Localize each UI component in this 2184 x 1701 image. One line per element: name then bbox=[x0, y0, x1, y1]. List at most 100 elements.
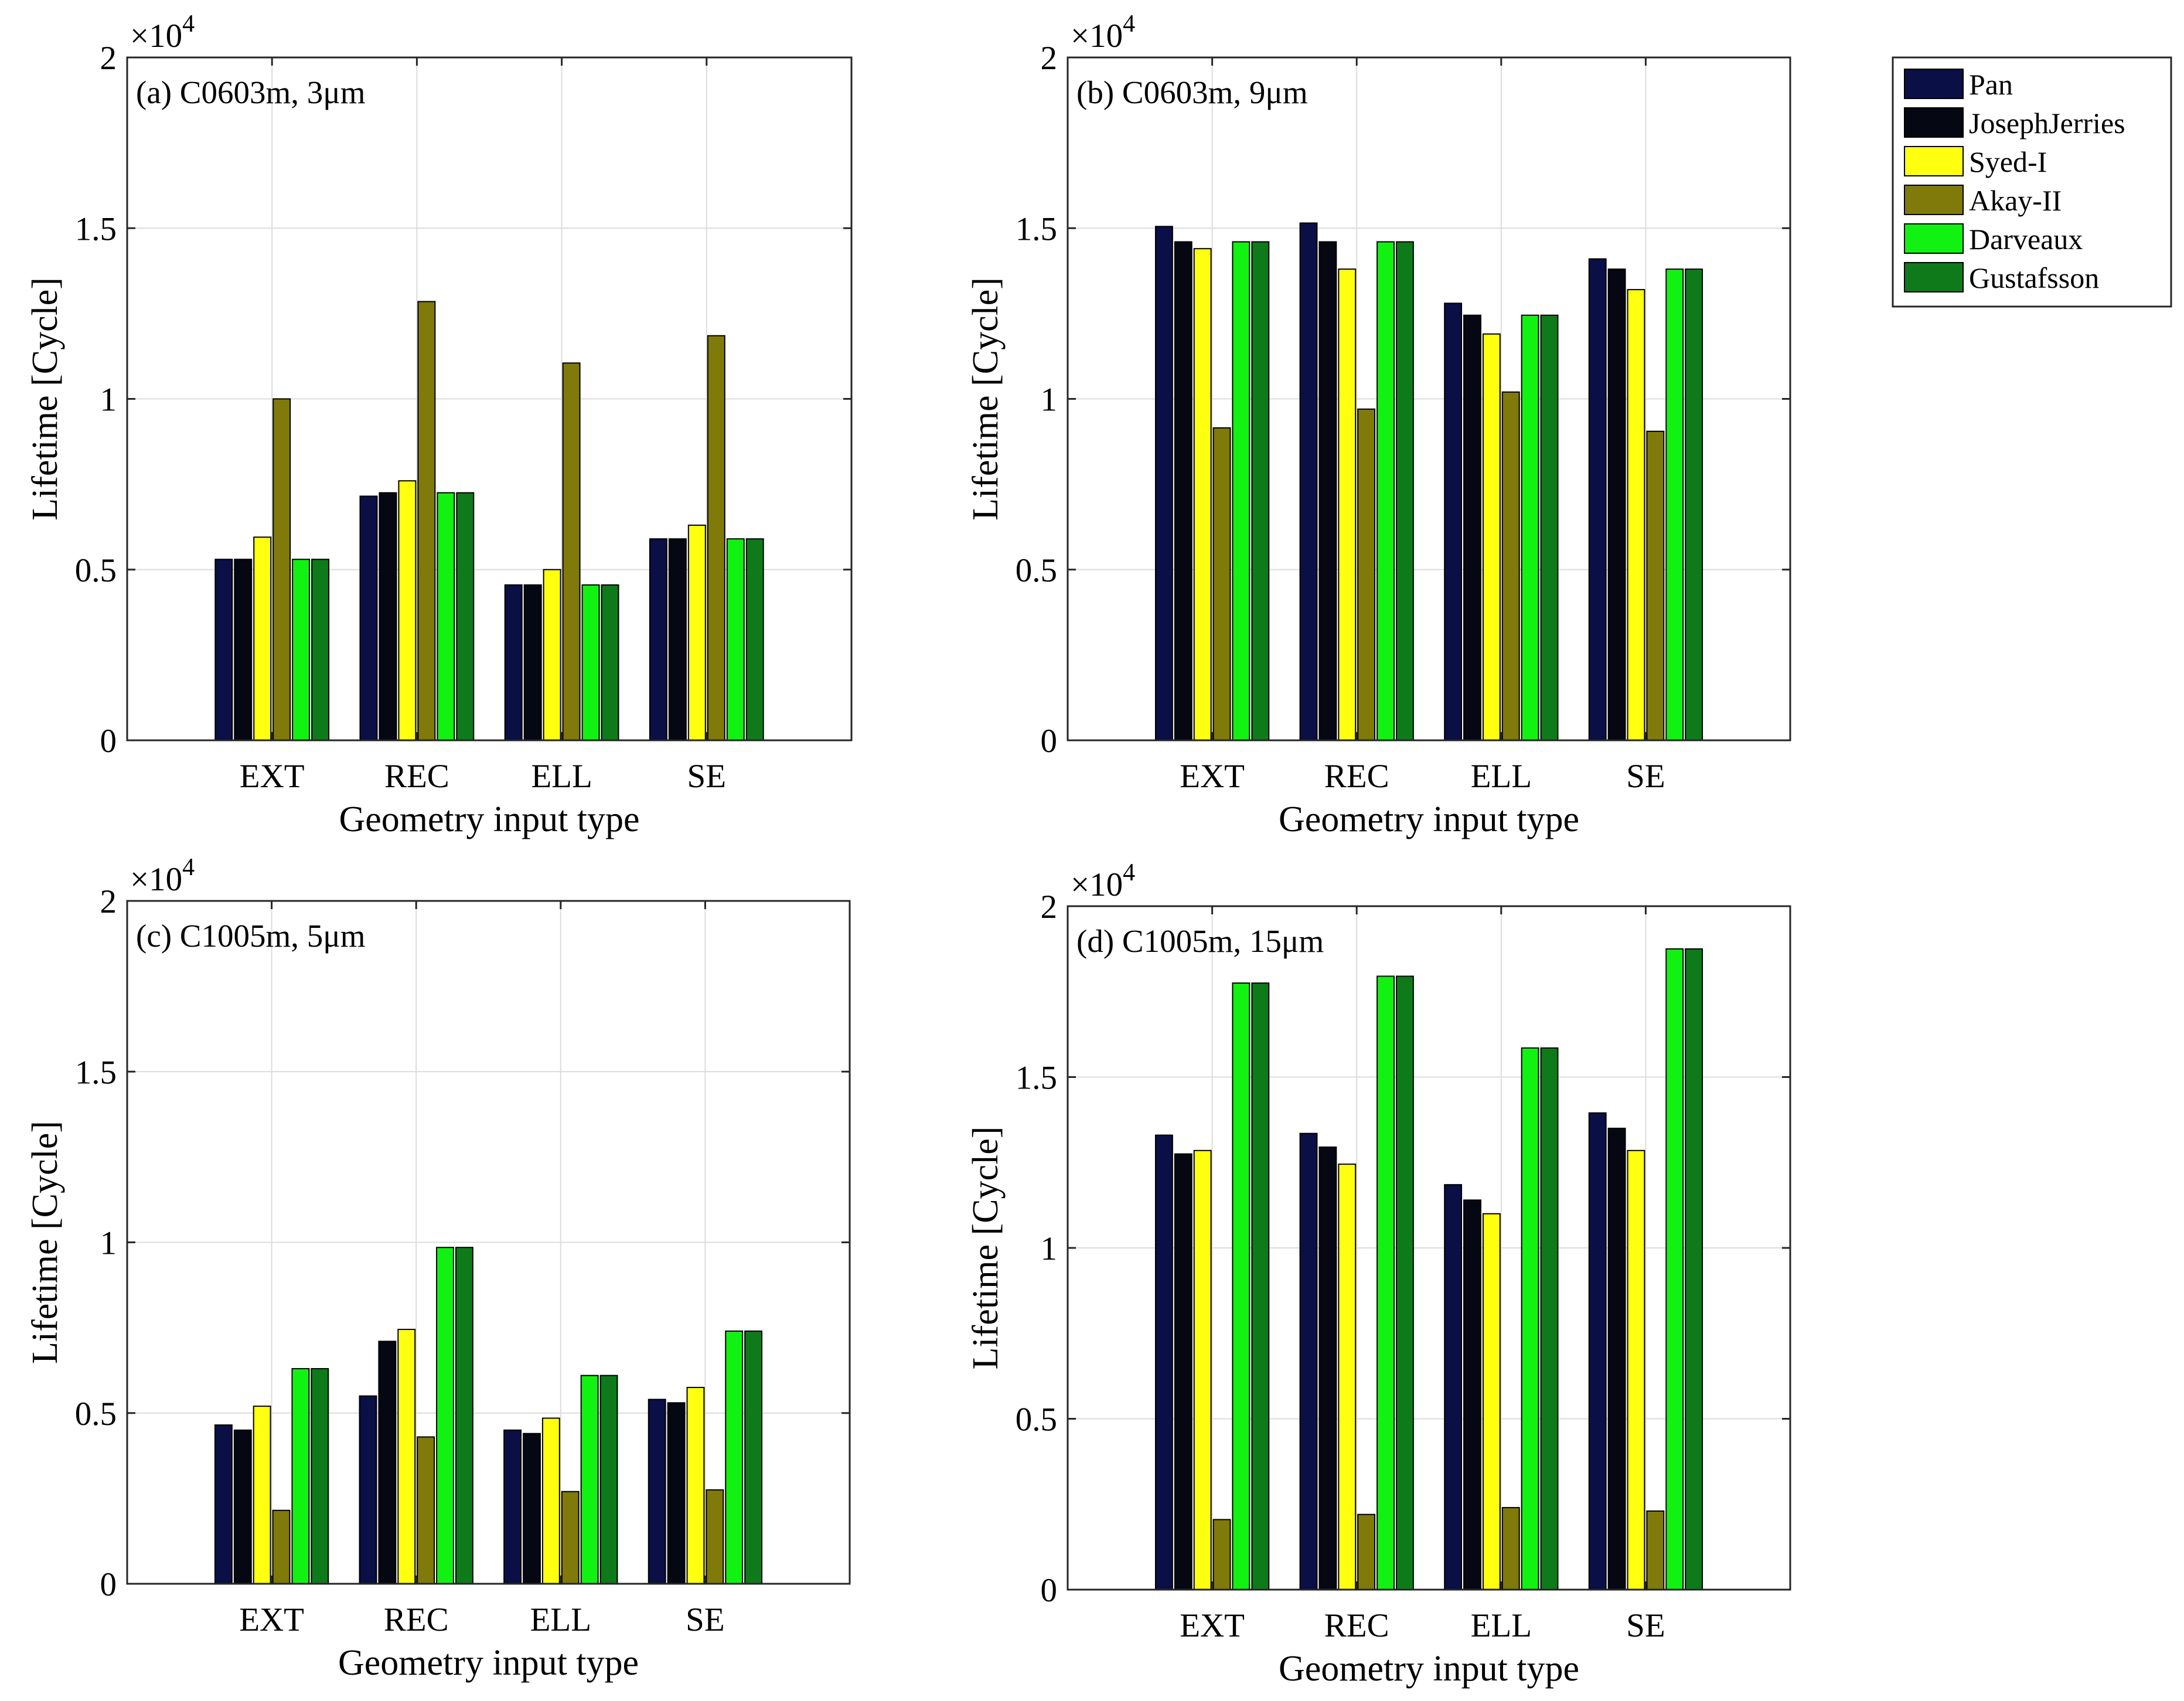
bar-josephjerries-ext bbox=[233, 1429, 252, 1584]
panel-label: (d) C1005m, 15μm bbox=[1076, 923, 1324, 959]
bar-akay-ii-se bbox=[706, 1489, 724, 1584]
bar-josephjerries-ext bbox=[1174, 241, 1192, 741]
bar-gustafsson-se bbox=[745, 538, 764, 741]
bar-darveaux-ell bbox=[581, 584, 600, 741]
bar-darveaux-rec bbox=[436, 1247, 454, 1585]
y-tick-label: 2 bbox=[100, 883, 117, 920]
bar-josephjerries-rec bbox=[379, 492, 397, 741]
bar-josephjerries-ext bbox=[234, 559, 253, 741]
bar-josephjerries-ell bbox=[523, 1433, 541, 1584]
bar-josephjerries-rec bbox=[1318, 1147, 1337, 1590]
bar-gustafsson-rec bbox=[455, 1247, 473, 1585]
bar-akay-ii-se bbox=[707, 335, 725, 741]
x-tick-label: REC bbox=[384, 758, 449, 795]
bar-pan-ell bbox=[1444, 302, 1463, 741]
bar-gustafsson-ext bbox=[311, 559, 330, 741]
bar-gustafsson-ell bbox=[1540, 1047, 1559, 1590]
y-tick-label: 1.5 bbox=[75, 1054, 117, 1091]
legend-label: Gustafsson bbox=[1969, 261, 2099, 294]
bar-pan-ext bbox=[1154, 226, 1173, 741]
legend-swatch bbox=[1904, 262, 1964, 292]
subplot-d: 0 0.5 1 1.5 2 EXT REC ELL SE Geometry input type L… bbox=[966, 859, 1791, 1689]
bar-gustafsson-ell bbox=[1540, 314, 1559, 741]
bar-darveaux-ell bbox=[1521, 1047, 1539, 1590]
bar-pan-se bbox=[1588, 1112, 1607, 1590]
x-tick-label: ELL bbox=[531, 758, 592, 795]
x-tick-label: REC bbox=[384, 1601, 449, 1638]
bar-gustafsson-rec bbox=[1395, 241, 1414, 741]
x-tick-label: REC bbox=[1324, 758, 1389, 795]
bar-gustafsson-rec bbox=[456, 492, 475, 741]
bar-josephjerries-se bbox=[1607, 268, 1626, 741]
y-axis-title: Lifetime [Cycle] bbox=[966, 277, 1006, 520]
bar-pan-ell bbox=[504, 584, 523, 741]
bar-josephjerries-se bbox=[667, 1402, 686, 1584]
panel-label: (c) C1005m, 5μm bbox=[136, 918, 366, 954]
y-tick-label: 0.5 bbox=[75, 552, 117, 589]
panel-label: (a) C0603m, 3μm bbox=[136, 74, 366, 110]
x-tick-label: ELL bbox=[1471, 1607, 1532, 1644]
bar-josephjerries-ell bbox=[523, 584, 542, 741]
bar-akay-ii-se bbox=[1646, 430, 1665, 741]
bar-pan-rec bbox=[1299, 222, 1318, 741]
bar-syed-i-ext bbox=[253, 536, 272, 741]
bar-gustafsson-ext bbox=[1251, 982, 1270, 1590]
bar-darveaux-se bbox=[725, 1330, 744, 1584]
y-tick-label: 0 bbox=[1041, 723, 1058, 760]
x-axis-title: Geometry input type bbox=[1279, 800, 1579, 839]
bar-josephjerries-ell bbox=[1463, 1199, 1481, 1590]
bar-syed-i-ell bbox=[541, 1417, 560, 1585]
bar-pan-rec bbox=[359, 1395, 377, 1584]
legend-label: Akay-II bbox=[1969, 184, 2062, 217]
bar-darveaux-ext bbox=[1232, 982, 1251, 1590]
y-axis-title: Lifetime [Cycle] bbox=[966, 1127, 1006, 1370]
y-exponent-label: ×104 bbox=[130, 854, 195, 898]
bar-gustafsson-ext bbox=[1251, 241, 1270, 741]
legend-swatch bbox=[1904, 146, 1964, 176]
bar-syed-i-ell bbox=[543, 569, 561, 741]
x-tick-label: ELL bbox=[530, 1601, 591, 1638]
x-axis-title: Geometry input type bbox=[339, 800, 639, 839]
legend: Pan JosephJerries Syed-I Akay-II Darveaux Gus… bbox=[1892, 56, 2172, 308]
x-tick-label: ELL bbox=[1471, 758, 1532, 795]
x-tick-label: SE bbox=[1626, 1607, 1665, 1644]
subplot-a: 0 0.5 1 1.5 2 EXT REC ELL SE Geometry input type L… bbox=[25, 11, 853, 839]
y-tick-label: 1 bbox=[100, 382, 117, 419]
x-axis-title: Geometry input type bbox=[1279, 1649, 1579, 1689]
y-tick-label: 0 bbox=[1041, 1572, 1058, 1609]
subplot-b: 0 0.5 1 1.5 2 EXT REC ELL SE Geometry input type L… bbox=[966, 11, 1791, 839]
y-tick-label: 1 bbox=[1041, 382, 1058, 419]
bar-akay-ii-ext bbox=[1212, 427, 1231, 741]
y-tick-label: 1.5 bbox=[1016, 1060, 1057, 1097]
bar-darveaux-ell bbox=[580, 1375, 599, 1585]
bar-syed-i-se bbox=[1627, 1149, 1645, 1590]
bar-josephjerries-rec bbox=[378, 1341, 397, 1585]
bar-syed-i-rec bbox=[1338, 1164, 1357, 1591]
y-tick-label: 2 bbox=[100, 40, 117, 77]
bar-akay-ii-rec bbox=[417, 1436, 435, 1584]
bar-akay-ii-ext bbox=[1212, 1519, 1231, 1591]
y-tick-label: 1.5 bbox=[75, 210, 117, 247]
bar-pan-ext bbox=[1154, 1134, 1173, 1590]
bar-gustafsson-se bbox=[744, 1330, 763, 1584]
y-exponent-label: ×104 bbox=[1071, 11, 1135, 55]
bar-syed-i-ell bbox=[1482, 333, 1501, 741]
x-tick-label: SE bbox=[687, 758, 727, 795]
bar-pan-ell bbox=[1444, 1184, 1463, 1590]
bar-syed-i-se bbox=[687, 525, 706, 741]
bar-syed-i-se bbox=[686, 1387, 705, 1584]
bar-pan-se bbox=[1588, 258, 1607, 741]
x-tick-label: EXT bbox=[1180, 1607, 1245, 1644]
y-exponent-label: ×104 bbox=[130, 11, 195, 55]
bar-syed-i-rec bbox=[397, 1329, 416, 1585]
bar-darveaux-ext bbox=[291, 1368, 310, 1584]
bar-akay-ii-ell bbox=[561, 1491, 580, 1585]
legend-label: Darveaux bbox=[1969, 223, 2083, 256]
bar-pan-se bbox=[649, 538, 667, 741]
bar-josephjerries-se bbox=[668, 538, 687, 741]
bar-akay-ii-se bbox=[1646, 1510, 1665, 1590]
legend-label: Syed-I bbox=[1969, 145, 2047, 178]
y-tick-label: 1.5 bbox=[1016, 210, 1057, 247]
x-tick-label: EXT bbox=[240, 758, 305, 795]
